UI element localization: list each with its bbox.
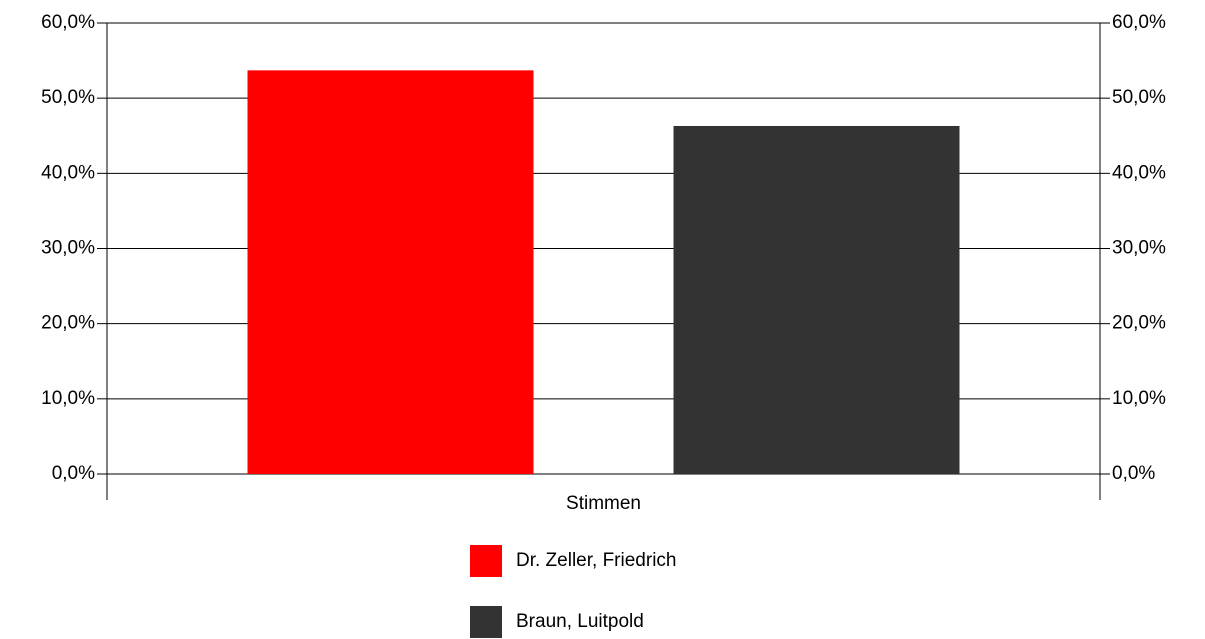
y-tick-label: 40,0% xyxy=(41,162,95,183)
y2-tick-label: 10,0% xyxy=(1112,388,1166,409)
legend-swatch xyxy=(470,606,502,638)
y2-tick-label: 20,0% xyxy=(1112,313,1166,334)
y-tick-label: 30,0% xyxy=(41,238,95,259)
legend-label: Dr. Zeller, Friedrich xyxy=(516,550,676,571)
y-tick-label: 60,0% xyxy=(41,12,95,33)
y-tick-label: 10,0% xyxy=(41,388,95,409)
y2-tick-label: 50,0% xyxy=(1112,87,1166,108)
legend-swatch xyxy=(470,545,502,577)
bar xyxy=(673,125,960,474)
y2-tick-label: 30,0% xyxy=(1112,238,1166,259)
y-tick-label: 50,0% xyxy=(41,87,95,108)
bar xyxy=(247,70,534,474)
y2-tick-label: 60,0% xyxy=(1112,12,1166,33)
y2-tick-label: 40,0% xyxy=(1112,162,1166,183)
y-tick-label: 20,0% xyxy=(41,313,95,334)
legend-label: Braun, Luitpold xyxy=(516,611,644,632)
y2-tick-label: 0,0% xyxy=(1112,463,1155,484)
y-tick-label: 0,0% xyxy=(52,463,95,484)
x-tick-label: Stimmen xyxy=(566,493,641,514)
